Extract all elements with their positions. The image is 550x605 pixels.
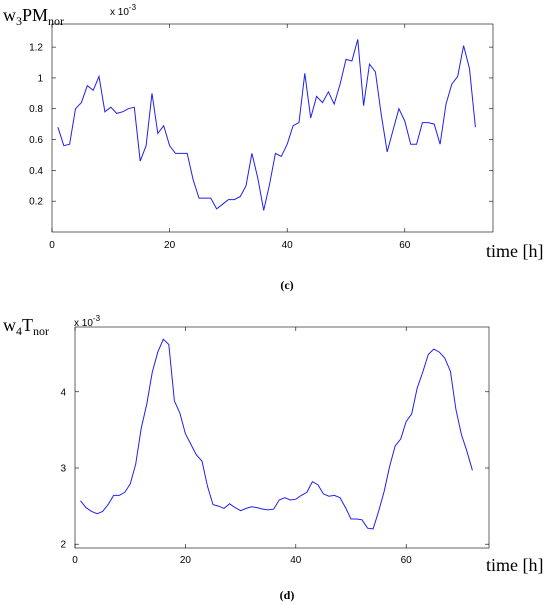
y-ticks-d: 2 3 4 (60, 387, 489, 551)
y-scale-factor-d: x 10-3 (74, 314, 101, 329)
x-ticks-c: 0 20 40 60 (49, 24, 411, 251)
y-scale-factor-c: x 10-3 (110, 3, 137, 18)
y-tick-label: 0.4 (29, 166, 43, 177)
x-axis-label-c: time [h] (486, 241, 543, 261)
y-tick-label: 2 (60, 540, 66, 551)
caption-c: (c) (280, 278, 293, 292)
y-tick-label: 1.2 (29, 43, 43, 54)
y-tick-label: 0.6 (29, 135, 43, 146)
y-tick-label: 1 (37, 73, 43, 84)
y-ticks-c: 0.2 0.4 0.6 0.8 1 1.2 (29, 43, 493, 208)
caption-d: (d) (280, 588, 295, 602)
y-axis-label-d: w4Tnor (3, 315, 49, 338)
x-tick-label: 0 (49, 240, 55, 251)
y-axis-label-c: w3PMnor (3, 5, 64, 28)
x-ticks-d: 0 20 40 60 (72, 327, 412, 566)
x-axis-label-d: time [h] (486, 555, 543, 575)
series-line-c (57, 39, 476, 211)
plot-frame-c (51, 23, 494, 233)
y-tick-label: 0.8 (29, 104, 43, 115)
x-tick-label: 40 (290, 555, 302, 566)
y-tick-label: 3 (60, 463, 66, 474)
x-tick-label: 60 (399, 240, 411, 251)
x-tick-label: 20 (164, 240, 176, 251)
panel-d: w4Tnor x 10-3 2 3 4 0 20 40 60 time [h] (d) (3, 314, 543, 602)
plot-frame-d (74, 326, 490, 549)
x-tick-label: 60 (401, 555, 413, 566)
x-tick-label: 40 (282, 240, 294, 251)
y-tick-label: 4 (60, 387, 66, 398)
panel-c: w3PMnor x 10-3 0.20.40.60.811.2 0 20 40 60 … (3, 3, 543, 292)
x-tick-label: 20 (180, 555, 192, 566)
series-line-d (80, 338, 473, 530)
x-tick-label: 0 (72, 555, 78, 566)
y-tick-label: 0.2 (29, 197, 43, 208)
